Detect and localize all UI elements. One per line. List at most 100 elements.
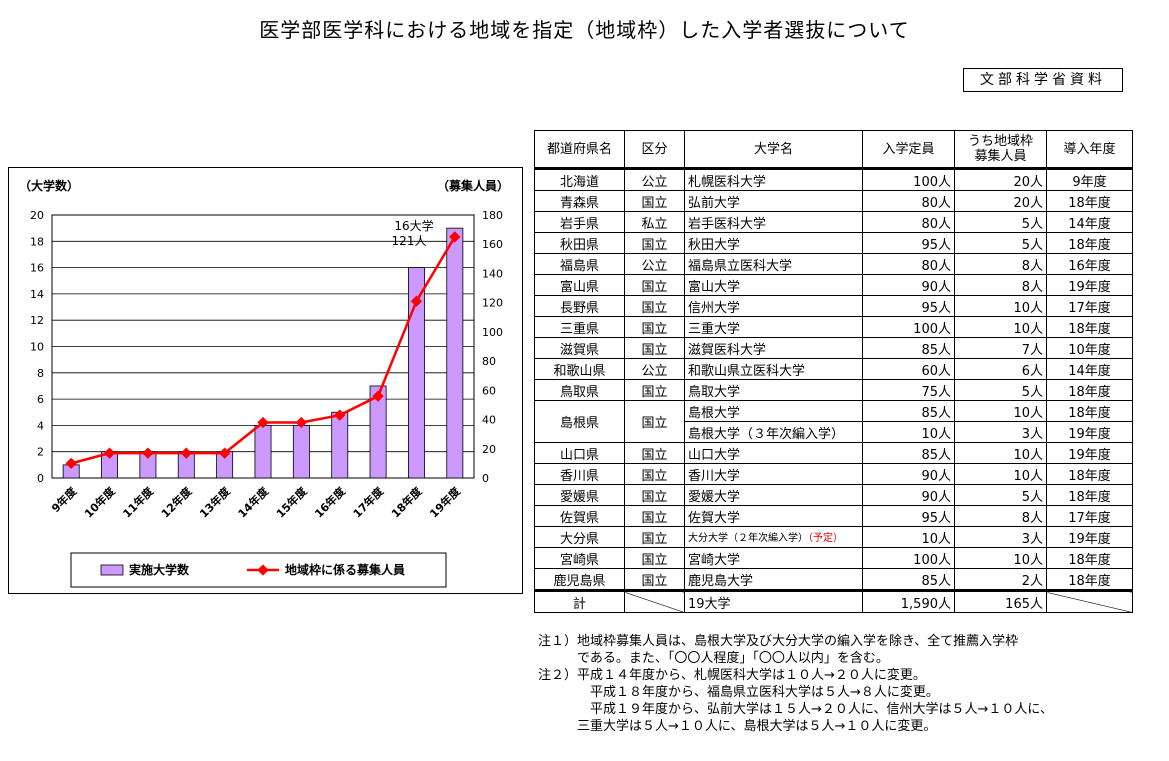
cell-university: 秋田大学 xyxy=(684,232,863,254)
cell-type: 国立 xyxy=(624,190,685,212)
cell-type: 国立 xyxy=(624,484,685,506)
table-row: 岩手県 私立 岩手医科大学 80人 5人 14年度 xyxy=(534,211,1133,233)
cell-year: 18年度 xyxy=(1046,547,1133,569)
table-row: 鳥取県 国立 鳥取大学 75人 5人 18年度 xyxy=(534,379,1133,401)
table-row: 宮崎県 国立 宮崎大学 100人 10人 18年度 xyxy=(534,547,1133,569)
cell-prefecture: 香川県 xyxy=(534,463,625,485)
cell-prefecture: 山口県 xyxy=(534,442,625,464)
cell-type: 国立 xyxy=(624,274,685,296)
cell-university: 和歌山県立医科大学 xyxy=(684,358,863,380)
cell-year: 18年度 xyxy=(1046,379,1133,401)
cell-univ: 島根大学（３年次編入学） xyxy=(684,421,863,443)
cell-prefecture: 秋田県 xyxy=(534,232,625,254)
cell-prefecture: 富山県 xyxy=(534,274,625,296)
left-tick-label: 20 xyxy=(30,209,44,222)
cell-quota: 10人 xyxy=(954,547,1047,569)
cell-year: 18年度 xyxy=(1046,463,1133,485)
cell-year: 19年度 xyxy=(1046,274,1133,296)
cell-year: 18年度 xyxy=(1046,232,1133,254)
cell-prefecture: 鹿児島県 xyxy=(534,568,625,591)
cell-capacity: 95人 xyxy=(862,295,955,317)
cell-university: 福島県立医科大学 xyxy=(684,253,863,275)
table-row: 島根大学（３年次編入学） 10人 3人 19年度 xyxy=(535,421,1133,443)
cell-prefecture: 三重県 xyxy=(534,316,625,338)
right-axis-label: （募集人員） xyxy=(437,178,509,193)
cell-year: 19年度 xyxy=(1046,421,1133,443)
line-marker xyxy=(410,295,423,307)
bar xyxy=(407,267,425,479)
chart-container: （大学数） （募集人員） 0 2 4 6 8 10 12 14 16 18 20 0 20 40 60 80 100… xyxy=(8,167,523,594)
left-tick-label: 16 xyxy=(30,262,44,275)
cell-capacity: 85人 xyxy=(862,568,955,591)
table-row: 和歌山県 公立 和歌山県立医科大学 60人 6人 14年度 xyxy=(534,358,1133,380)
left-tick-label: 18 xyxy=(30,235,44,248)
left-tick-label: 6 xyxy=(37,393,44,406)
cell-quota: 5人 xyxy=(954,232,1047,254)
line-marker xyxy=(65,457,77,470)
quota-table: 都道府県名 区分 大学名 入学定員 うち地域枠 募集人員 導入年度 北海道 公立 札幌… xyxy=(534,130,1133,613)
cell-type: 国立 xyxy=(624,526,685,548)
cell-quota: 8人 xyxy=(954,274,1047,296)
cell-university: 佐賀大学 xyxy=(684,505,863,527)
combo-chart: （大学数） （募集人員） 0 2 4 6 8 10 12 14 16 18 20 0 20 40 60 80 100… xyxy=(19,178,509,588)
line-marker xyxy=(180,447,192,459)
category-label: 17年度 xyxy=(350,484,387,521)
table-row: 福島県 公立 福島県立医科大学 80人 8人 16年度 xyxy=(534,253,1133,275)
category-label: 18年度 xyxy=(388,484,425,521)
notes: 注１）地域枠募集人員は、島根大学及び大分大学の編入学を除き、全て推薦入学枠 であ… xyxy=(538,633,1053,735)
cell-prefecture: 佐賀県 xyxy=(534,505,625,527)
line-marker xyxy=(142,447,154,459)
cell-quota: 3人 xyxy=(954,421,1047,443)
cell-university: 山口大学 xyxy=(684,442,863,464)
cell-quota: 10人 xyxy=(954,463,1047,485)
header-type: 区分 xyxy=(624,130,685,170)
cell-type: 国立 xyxy=(624,463,685,485)
header-quota: うち地域枠 募集人員 xyxy=(954,130,1047,170)
cell-university: 愛媛大学 xyxy=(684,484,863,506)
cell-university: 宮崎大学 xyxy=(684,547,863,569)
cell-type: 公立 xyxy=(624,253,685,275)
cell-capacity: 80人 xyxy=(862,190,955,212)
cell-year: 9年度 xyxy=(1046,168,1133,191)
legend-bar-label: 実施大学数 xyxy=(129,562,190,577)
bar xyxy=(292,424,310,479)
note-line: 注１）地域枠募集人員は、島根大学及び大分大学の編入学を除き、全て推薦入学枠 xyxy=(538,634,1019,649)
cell-type: 公立 xyxy=(624,168,685,191)
cell-prefecture: 愛媛県 xyxy=(534,484,625,506)
cell-type: 国立 xyxy=(624,232,685,254)
cell-prefecture: 青森県 xyxy=(534,190,625,212)
note-line: 注２）平成１４年度から、札幌医科大学は１０人→２０人に変更。 xyxy=(538,668,926,683)
legend xyxy=(70,552,447,588)
table-row: 鹿児島県 国立 鹿児島大学 85人 2人 18年度 xyxy=(534,568,1133,591)
table-row: 島根県 国立 島根大学 85人 10人 18年度 xyxy=(534,400,1133,443)
cell-capacity: 85人 xyxy=(862,442,955,464)
cell-year: 17年度 xyxy=(1046,505,1133,527)
cell-quota: 3人 xyxy=(954,526,1047,548)
cell-capacity: 90人 xyxy=(862,484,955,506)
cell-type: 国立 xyxy=(624,337,685,359)
cell-total-label: 計 xyxy=(534,589,625,613)
cell-prefecture: 北海道 xyxy=(534,168,625,191)
cell-university: 岩手医科大学 xyxy=(684,211,863,233)
cell-prefecture: 宮崎県 xyxy=(534,547,625,569)
cell-quota: 8人 xyxy=(954,505,1047,527)
right-tick-label: 180 xyxy=(482,209,503,222)
category-label: 11年度 xyxy=(120,484,157,521)
line-marker xyxy=(449,231,461,243)
left-tick-label: 4 xyxy=(37,419,44,432)
line-marker xyxy=(334,409,346,421)
bar xyxy=(369,385,387,479)
cell-cap: 85人 xyxy=(862,400,955,422)
cell-capacity: 85人 xyxy=(862,337,955,359)
note-line: 平成１８年度から、福島県立医科大学は５人→８人に変更。 xyxy=(538,685,939,700)
cell-university: 三重大学 xyxy=(684,316,863,338)
right-tick-label: 160 xyxy=(482,238,503,251)
cell-year: 18年度 xyxy=(1046,568,1133,591)
category-label: 13年度 xyxy=(196,484,233,521)
source-label: 文部科学省資料 xyxy=(963,68,1123,92)
left-tick-label: 2 xyxy=(37,446,44,459)
category-label: 10年度 xyxy=(81,484,118,521)
cell-year: 10年度 xyxy=(1046,337,1133,359)
cell-capacity: 60人 xyxy=(862,358,955,380)
category-label: 14年度 xyxy=(235,484,272,521)
